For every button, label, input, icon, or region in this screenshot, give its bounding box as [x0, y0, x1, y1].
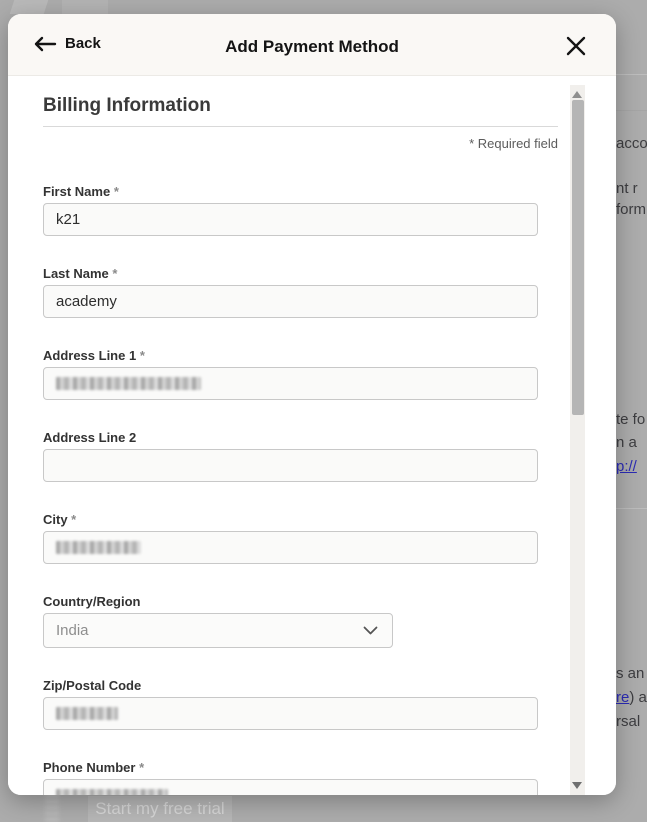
city-label: City *: [43, 512, 77, 527]
city-field: City *: [43, 512, 538, 564]
background-divider: [612, 508, 647, 509]
last-name-field: Last Name *: [43, 266, 538, 318]
country-region-label: Country/Region: [43, 594, 141, 609]
phone-number-field: Phone Number *: [43, 760, 538, 795]
background-text-fragment: acco: [616, 135, 647, 152]
background-link-fragment: re) a: [616, 689, 647, 706]
zip-postal-code-label: Zip/Postal Code: [43, 678, 142, 693]
last-name-label: Last Name *: [43, 266, 118, 281]
country-region-field: Country/Region India: [43, 594, 538, 648]
dialog-scrollbar[interactable]: [570, 85, 585, 795]
redacted-value: [56, 789, 168, 795]
dialog-title: Add Payment Method: [225, 37, 399, 56]
address-line-2-field: Address Line 2: [43, 430, 538, 482]
zip-postal-code-input[interactable]: [43, 697, 538, 730]
background-text-fragment: nt r: [616, 180, 638, 197]
background-redacted-element: [45, 794, 59, 822]
city-input[interactable]: [43, 531, 538, 564]
address-line-2-input[interactable]: [43, 449, 538, 482]
first-name-field: First Name *: [43, 184, 538, 236]
background-divider: [612, 110, 647, 111]
start-free-trial-button: Start my free trial: [88, 796, 232, 822]
background-texture: [9, 0, 49, 14]
add-payment-method-dialog: Back Add Payment Method Billing Informat…: [8, 14, 616, 795]
background-text-fragment: form: [616, 201, 646, 218]
address-line-2-label: Address Line 2: [43, 430, 137, 445]
phone-number-label: Phone Number *: [43, 760, 145, 775]
background-texture: [62, 0, 108, 14]
background-text-fragment: te fo: [616, 411, 646, 428]
back-label: Back: [65, 35, 101, 52]
arrow-left-icon: [34, 36, 57, 51]
dialog-header: Back Add Payment Method: [8, 14, 616, 76]
redacted-value: [56, 707, 118, 720]
redacted-value: [56, 377, 201, 390]
phone-number-input[interactable]: [43, 779, 538, 795]
back-button[interactable]: Back: [33, 35, 101, 52]
chevron-down-icon: [363, 626, 378, 635]
background-divider: [612, 74, 647, 75]
scrollbar-thumb[interactable]: [571, 100, 584, 415]
address-line-1-input[interactable]: [43, 367, 538, 400]
last-name-input[interactable]: [43, 285, 538, 318]
address-line-1-label: Address Line 1 *: [43, 348, 145, 363]
section-title: Billing Information: [43, 95, 211, 116]
country-region-value: India: [56, 622, 89, 639]
first-name-input[interactable]: [43, 203, 538, 236]
close-icon[interactable]: [565, 35, 587, 57]
required-field-note: * Required field: [469, 136, 558, 151]
background-text-fragment: rsal: [616, 713, 641, 730]
scroll-down-arrow-icon[interactable]: [572, 782, 582, 789]
dialog-body: Billing Information * Required field Fir…: [8, 76, 616, 795]
address-line-1-field: Address Line 1 *: [43, 348, 538, 400]
scroll-up-arrow-icon[interactable]: [572, 91, 582, 98]
billing-form: First Name * Last Name * Address Line 1 …: [43, 184, 538, 795]
zip-postal-code-field: Zip/Postal Code: [43, 678, 538, 730]
background-link-fragment: p://: [616, 458, 637, 475]
background-text-fragment: s an: [616, 665, 645, 682]
section-divider: [43, 126, 558, 127]
first-name-label: First Name *: [43, 184, 119, 199]
background-text-fragment: n a: [616, 434, 637, 451]
country-region-select[interactable]: India: [43, 613, 393, 648]
redacted-value: [56, 541, 141, 554]
